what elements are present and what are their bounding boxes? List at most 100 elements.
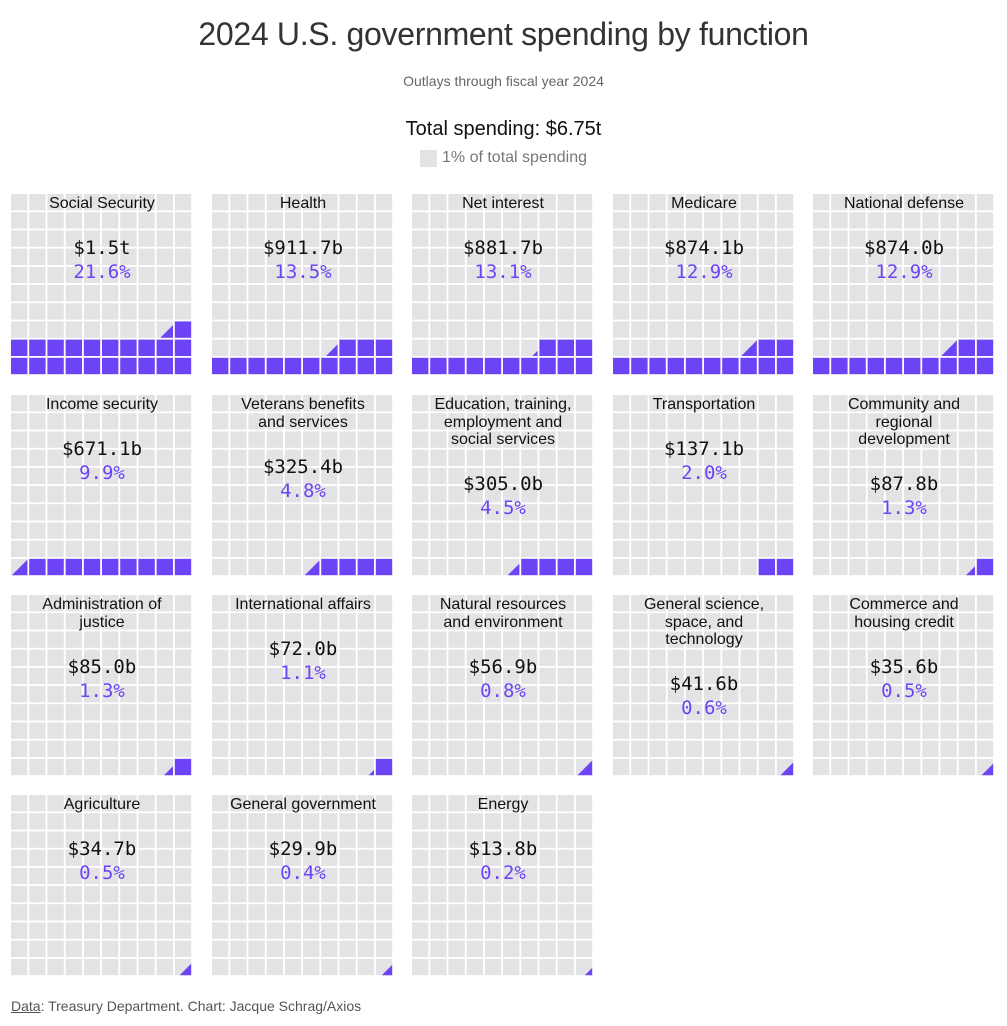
waffle-cell-empty [230, 704, 247, 721]
waffle-cell-empty [831, 613, 848, 630]
waffle-cell-empty [922, 486, 939, 503]
waffle-cell-empty [47, 266, 64, 284]
waffle-cell-empty [484, 285, 502, 302]
waffle-cell-empty [521, 303, 538, 320]
waffle-cell-empty [776, 413, 794, 430]
waffle-cell-empty [466, 831, 483, 848]
waffle-cell-empty [83, 449, 101, 466]
waffle-cell-empty [448, 486, 465, 503]
waffle-cell-empty [230, 958, 247, 976]
waffle-cell-empty [156, 230, 173, 247]
waffle-cell-empty [503, 922, 520, 939]
waffle-cell-empty [174, 649, 192, 666]
waffle-cell-empty [722, 758, 739, 776]
waffle-cell-empty [575, 958, 593, 976]
waffle-cell-empty [230, 303, 247, 320]
waffle-cell-empty [813, 467, 830, 485]
waffle-cell-empty [575, 922, 593, 939]
waffle-cell-empty [613, 321, 630, 338]
waffle-cell-empty [339, 904, 356, 921]
waffle-cell-empty [65, 522, 82, 539]
waffle-cell-empty [102, 958, 119, 976]
waffle-cell-empty [649, 285, 666, 302]
waffle-cell-empty [303, 704, 320, 721]
waffle-cell-empty [849, 540, 866, 557]
waffle-cell-empty [303, 540, 320, 557]
waffle-cell-empty [521, 704, 538, 721]
waffle-cell-empty [303, 431, 320, 448]
waffle-cell-empty [831, 413, 848, 430]
waffle-cell-empty [230, 413, 247, 430]
waffle-cell-empty [613, 522, 630, 539]
waffle-cell-empty [904, 631, 921, 648]
waffle-cell-empty [466, 321, 483, 338]
waffle-cell-empty [430, 395, 447, 412]
waffle-cell-empty [212, 431, 229, 448]
waffle-cell-empty [904, 266, 921, 284]
waffle-cell-empty [649, 395, 666, 412]
waffle-cell-empty [266, 849, 283, 866]
waffle-cell-empty [521, 813, 538, 830]
waffle-cell-empty [557, 831, 574, 848]
waffle-cell-empty [722, 722, 739, 739]
waffle-cell-empty [174, 212, 192, 229]
waffle-cell-empty [758, 266, 775, 284]
waffle-cell-empty [758, 704, 775, 721]
waffle-cell-empty [521, 285, 538, 302]
waffle-cell-empty [102, 504, 119, 521]
waffle-cell-empty [613, 467, 630, 485]
waffle-cell-empty [521, 230, 538, 247]
waffle-cell-empty [867, 631, 884, 648]
waffle-cell-empty [303, 248, 320, 265]
waffle-cell-empty [248, 704, 265, 721]
waffle-cell-empty [65, 285, 82, 302]
waffle-cell-empty [557, 467, 574, 485]
waffle-cell-empty [138, 813, 155, 830]
waffle-cell-empty [539, 649, 556, 666]
category-label: National defense [843, 195, 965, 212]
waffle-cell-empty [758, 285, 775, 302]
waffle-cell-empty [466, 795, 483, 812]
waffle-cell-empty [248, 667, 265, 685]
waffle-cell-empty [138, 504, 155, 521]
waffle-cell-empty [29, 212, 46, 229]
waffle-cell-empty [631, 212, 648, 229]
waffle-cell-empty [29, 813, 46, 830]
waffle-cell-empty [631, 230, 648, 247]
waffle-cell-empty [448, 212, 465, 229]
waffle-cell-empty [248, 813, 265, 830]
waffle-cell-empty [722, 285, 739, 302]
waffle-cell-empty [503, 740, 520, 757]
waffle-cell-filled [29, 339, 46, 356]
waffle-cell-empty [885, 722, 903, 739]
waffle-cell-filled [102, 339, 119, 356]
waffle-cell-empty [649, 649, 666, 666]
waffle-cell-empty [922, 339, 939, 356]
waffle-cell-empty [613, 449, 630, 466]
waffle-cell-empty [212, 540, 229, 557]
waffle-cell-empty [47, 431, 64, 448]
waffle-cell-empty [212, 395, 229, 412]
waffle-cell-empty [430, 522, 447, 539]
waffle-cell-empty [539, 667, 556, 685]
waffle-cell-empty [466, 686, 483, 703]
waffle-cell-empty [102, 722, 119, 739]
waffle-cell-empty [539, 922, 556, 939]
waffle-cell-empty [212, 321, 229, 338]
waffle-cell-empty [120, 886, 137, 903]
waffle-cell-empty [813, 722, 830, 739]
waffle-cell-empty [412, 321, 429, 338]
waffle-cell-empty [831, 522, 848, 539]
waffle-cell-empty [521, 266, 538, 284]
waffle-cell-empty [503, 722, 520, 739]
data-link[interactable]: Data [11, 998, 41, 1014]
waffle-cell-empty [230, 595, 247, 612]
waffle-cell-empty [575, 194, 593, 211]
waffle-cell-empty [503, 758, 520, 776]
waffle-cell-empty [248, 795, 265, 812]
waffle-cell-empty [613, 595, 630, 612]
waffle-cell-empty [867, 395, 884, 412]
waffle-cell-empty [503, 266, 520, 284]
waffle-cell-empty [557, 886, 574, 903]
waffle-cell-empty [448, 540, 465, 557]
